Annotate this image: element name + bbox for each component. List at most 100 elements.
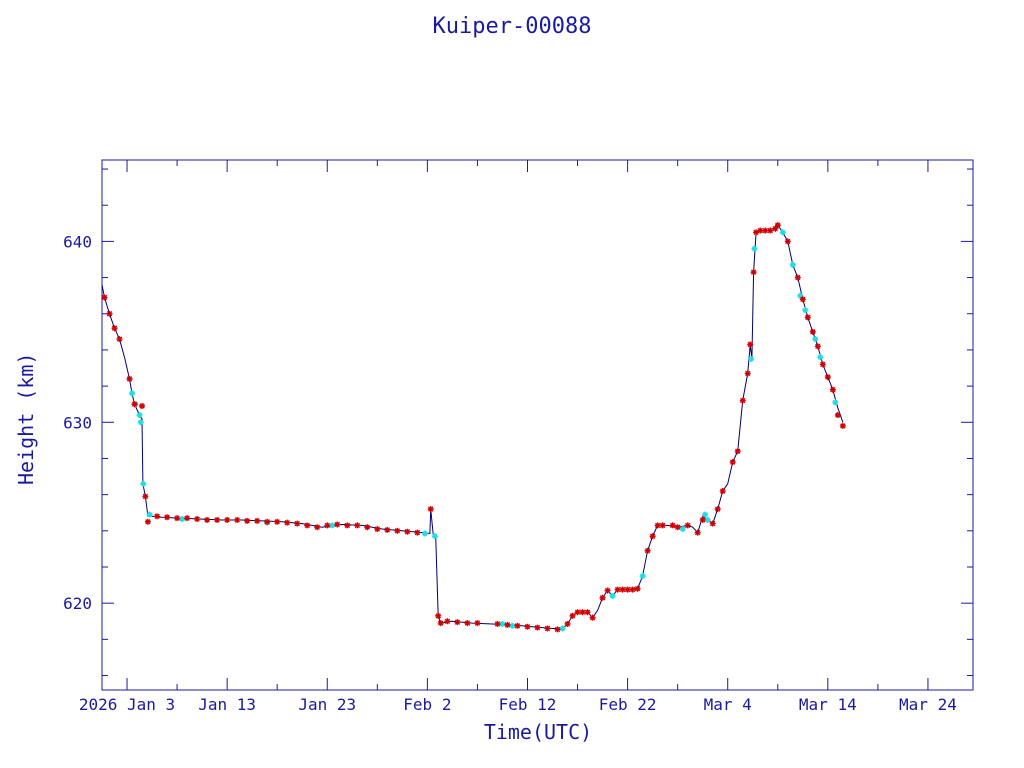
data-point-red <box>804 314 811 321</box>
data-point-cyan <box>679 526 686 533</box>
x-tick-label: 2026 Jan 3 <box>79 695 175 714</box>
data-point-red <box>454 619 461 626</box>
data-point-red <box>774 222 781 229</box>
data-point-red <box>144 518 151 525</box>
data-point-red <box>619 586 626 593</box>
y-tick-label: 640 <box>63 232 92 251</box>
data-point-red <box>234 516 241 523</box>
data-point-red <box>142 493 149 500</box>
data-point-red <box>354 522 361 529</box>
x-axis-label: Time(UTC) <box>483 720 593 744</box>
data-point-red <box>784 238 791 245</box>
data-point-cyan <box>832 399 839 406</box>
data-point-red <box>809 328 816 335</box>
data-point-cyan <box>179 516 186 523</box>
x-tick-label: Mar 4 <box>704 695 752 714</box>
data-point-red <box>604 587 611 594</box>
data-point-red <box>394 527 401 534</box>
data-point-red <box>794 274 801 281</box>
data-point-red <box>729 459 736 466</box>
data-point-red <box>750 269 757 276</box>
data-point-red <box>534 624 541 631</box>
y-tick-label: 630 <box>63 413 92 432</box>
y-tick-label: 620 <box>63 594 92 613</box>
data-point-red <box>116 336 123 343</box>
data-point-red <box>824 374 831 381</box>
data-point-cyan <box>789 261 796 268</box>
data-point-red <box>569 612 576 619</box>
data-point-red <box>744 370 751 377</box>
x-tick-label: Mar 24 <box>899 695 957 714</box>
data-point-red <box>274 518 281 525</box>
data-point-red <box>384 526 391 533</box>
data-point-red <box>834 412 841 419</box>
data-point-cyan <box>704 516 711 523</box>
data-point-cyan <box>421 530 428 537</box>
data-point-cyan <box>751 245 758 252</box>
data-point-red <box>734 448 741 455</box>
data-point-red <box>624 586 631 593</box>
data-point-red <box>629 586 636 593</box>
data-point-cyan <box>499 620 506 627</box>
data-point-red <box>244 517 251 524</box>
x-tick-label: Jan 23 <box>298 695 356 714</box>
data-point-red <box>829 386 836 393</box>
data-point-red <box>427 506 434 513</box>
data-point-red <box>819 361 826 368</box>
data-point-cyan <box>817 354 824 361</box>
data-point-red <box>589 614 596 621</box>
data-point-red <box>634 585 641 592</box>
data-point-red <box>414 529 421 536</box>
data-point-cyan <box>329 522 336 529</box>
data-point-cyan <box>431 533 438 540</box>
plot-frame <box>101 159 974 691</box>
data-point-red <box>799 296 806 303</box>
data-point-red <box>344 522 351 529</box>
data-point-red <box>554 626 561 633</box>
data-point-red <box>772 225 779 232</box>
data-point-red <box>374 526 381 533</box>
series-line <box>101 224 844 629</box>
data-point-red <box>139 403 146 410</box>
data-point-red <box>714 506 721 513</box>
data-point-red <box>214 516 221 523</box>
x-tick-label: Feb 22 <box>599 695 657 714</box>
data-point-red <box>753 229 760 236</box>
data-point-red <box>747 341 754 348</box>
x-tick-label: Feb 12 <box>499 695 557 714</box>
data-point-cyan <box>136 412 143 419</box>
data-point-red <box>154 513 161 520</box>
data-point-red <box>699 516 706 523</box>
data-point-red <box>494 620 501 627</box>
data-point-red <box>504 621 511 628</box>
data-point-red <box>579 609 586 616</box>
data-point-red <box>584 609 591 616</box>
data-point-red <box>264 518 271 525</box>
data-point-red <box>294 520 301 527</box>
data-point-red <box>126 375 133 382</box>
data-point-red <box>574 609 581 616</box>
data-point-cyan <box>137 419 144 426</box>
data-point-cyan <box>509 622 516 629</box>
data-point-red <box>474 620 481 627</box>
data-point-red <box>514 622 521 629</box>
chart-title: Kuiper-00088 <box>432 14 592 39</box>
data-point-red <box>314 524 321 531</box>
data-point-cyan <box>609 592 616 599</box>
data-point-red <box>106 310 113 317</box>
data-point-red <box>564 620 571 627</box>
data-point-cyan <box>639 573 646 580</box>
data-point-red <box>757 227 764 234</box>
data-point-red <box>674 524 681 531</box>
x-tick-label: Feb 2 <box>403 695 451 714</box>
data-point-red <box>131 401 138 408</box>
data-point-red <box>719 488 726 495</box>
data-point-red <box>524 623 531 630</box>
data-point-cyan <box>140 480 147 487</box>
x-tick-label: Mar 14 <box>799 695 857 714</box>
data-point-red <box>304 522 311 529</box>
data-point-red <box>435 612 442 619</box>
data-point-red <box>444 618 451 625</box>
data-point-red <box>284 519 291 526</box>
